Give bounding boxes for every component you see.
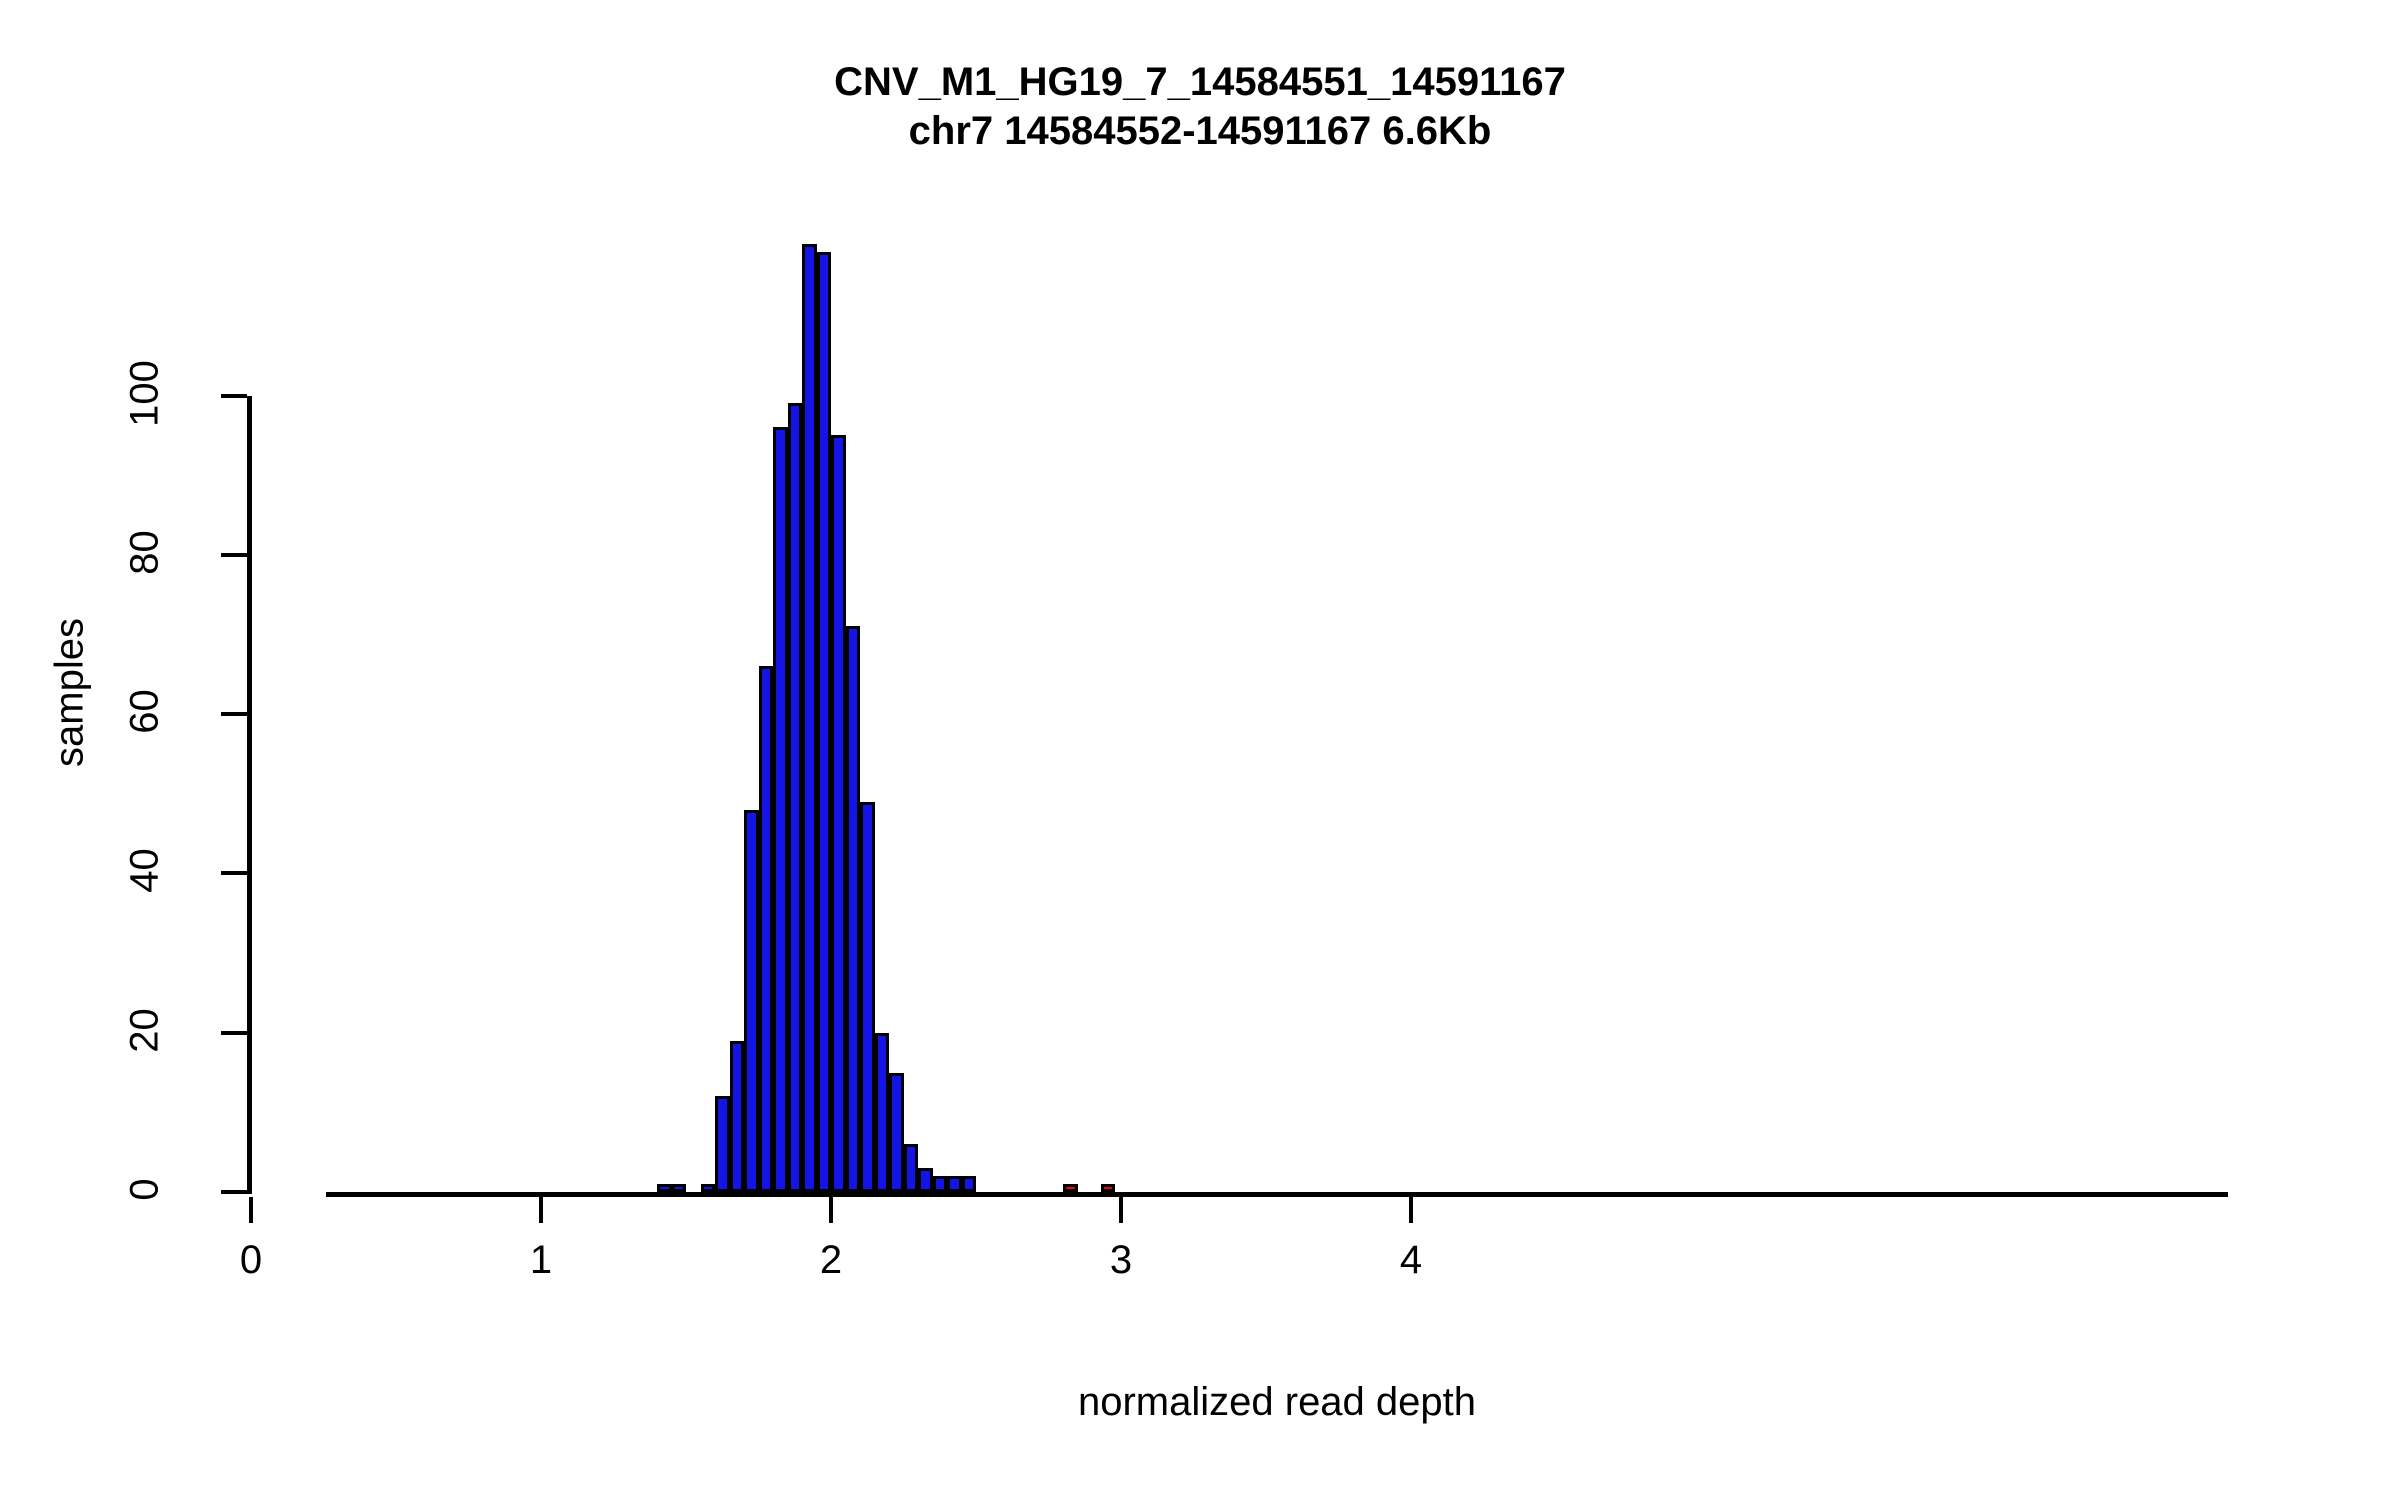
histogram-bar <box>860 801 875 1192</box>
chart-title-line-2: chr7 14584552-14591167 6.6Kb <box>908 108 1492 153</box>
histogram-bar <box>715 1096 730 1192</box>
x-axis-title: normalized read depth <box>1077 1380 1477 1424</box>
y-tick-mark <box>221 871 247 876</box>
x-tick-mark <box>249 1197 253 1223</box>
y-tick-label: 0 <box>122 1178 167 1201</box>
chart-title-line-1: CNV_M1_HG19_7_14584551_14591167 <box>834 60 1566 104</box>
histogram-bar <box>947 1176 962 1192</box>
x-tick-mark <box>829 1197 833 1223</box>
histogram-bar <box>845 626 860 1192</box>
histogram-bar <box>918 1168 933 1192</box>
histogram-bar <box>816 252 831 1192</box>
histogram-bar <box>729 1040 744 1192</box>
y-tick-label: 80 <box>122 530 167 575</box>
y-tick-label: 20 <box>122 1007 167 1053</box>
chart-title: CNV_M1_HG19_7_14584551_14591167 chr7 145… <box>0 58 2400 156</box>
histogram-bar <box>802 244 817 1192</box>
histogram-bar <box>700 1184 715 1192</box>
y-tick-label: 40 <box>122 848 167 894</box>
histogram-bar <box>773 427 788 1192</box>
y-tick-mark <box>221 1030 247 1035</box>
histogram-bar <box>657 1184 672 1192</box>
histogram-bar <box>831 435 846 1192</box>
x-tick-mark <box>1119 1197 1123 1223</box>
y-tick-mark <box>221 1190 247 1194</box>
histogram-bar <box>889 1072 904 1192</box>
y-tick-mark <box>221 393 247 398</box>
y-tick-label: 100 <box>122 359 167 427</box>
y-axis-title: samples <box>47 618 92 767</box>
x-tick-label: 1 <box>529 1238 553 1282</box>
histogram-bar <box>744 809 759 1192</box>
histogram-bar <box>758 666 773 1192</box>
y-tick-label: 60 <box>122 689 167 734</box>
x-tick-mark <box>539 1197 543 1223</box>
x-tick-mark <box>1409 1197 1413 1223</box>
histogram-bar <box>874 1032 889 1192</box>
x-tick-label: 3 <box>1109 1238 1133 1282</box>
histogram-bar <box>787 403 802 1192</box>
histogram-bar <box>671 1184 686 1192</box>
x-tick-label: 2 <box>819 1238 843 1282</box>
histogram-bar <box>961 1176 976 1192</box>
y-tick-mark <box>221 552 247 557</box>
x-tick-label: 0 <box>239 1238 263 1282</box>
y-tick-mark <box>221 712 247 717</box>
histogram-bar <box>932 1176 947 1192</box>
y-axis-line <box>247 396 252 1194</box>
x-axis-line <box>326 1192 2228 1197</box>
x-tick-label: 4 <box>1399 1238 1423 1282</box>
histogram-bar <box>1100 1184 1116 1192</box>
histogram-bar <box>1063 1184 1078 1192</box>
histogram-bar <box>903 1144 918 1192</box>
